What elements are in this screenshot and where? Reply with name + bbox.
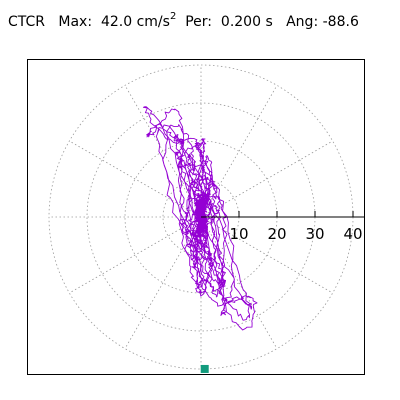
- grid-spoke-300: [200, 216, 278, 349]
- trace-path: [142, 106, 258, 331]
- max-unit: cm/s: [136, 14, 170, 30]
- axis-tick-label-10: 10: [229, 225, 248, 243]
- particle-motion-trace: [142, 106, 258, 331]
- angle-label: Ang:: [286, 14, 319, 30]
- max-unit-exponent: 2: [169, 11, 177, 22]
- station-code: CTCR: [8, 14, 46, 30]
- angle-value: -88.6: [322, 14, 359, 30]
- grid-spoke-60: [200, 85, 278, 218]
- axis-tick-label-40: 40: [343, 225, 362, 243]
- title-bar: CTCR Max: 42.0 cm/s2 Per: 0.200 s Ang: -…: [8, 11, 359, 31]
- axis-tick-label-30: 30: [305, 225, 324, 243]
- max-label: Max:: [58, 14, 93, 30]
- period-value: 0.200 s: [220, 14, 273, 30]
- peak-marker-layer: [200, 364, 209, 373]
- polar-plot: 10 20 30 40: [48, 64, 364, 373]
- grid-spoke-120: [124, 85, 202, 218]
- grid-spoke-210: [69, 216, 202, 294]
- grid-spoke-30: [200, 140, 333, 218]
- plot-frame: 10 20 30 40: [27, 59, 365, 375]
- grid-spoke-150: [69, 140, 202, 218]
- peak-marker: [200, 364, 209, 373]
- max-value: 42.0: [100, 14, 133, 30]
- grid-spoke-240: [124, 216, 202, 349]
- period-label: Per:: [185, 14, 213, 30]
- axis-tick-label-20: 20: [267, 225, 286, 243]
- radial-axis: 10 20 30 40: [201, 211, 364, 243]
